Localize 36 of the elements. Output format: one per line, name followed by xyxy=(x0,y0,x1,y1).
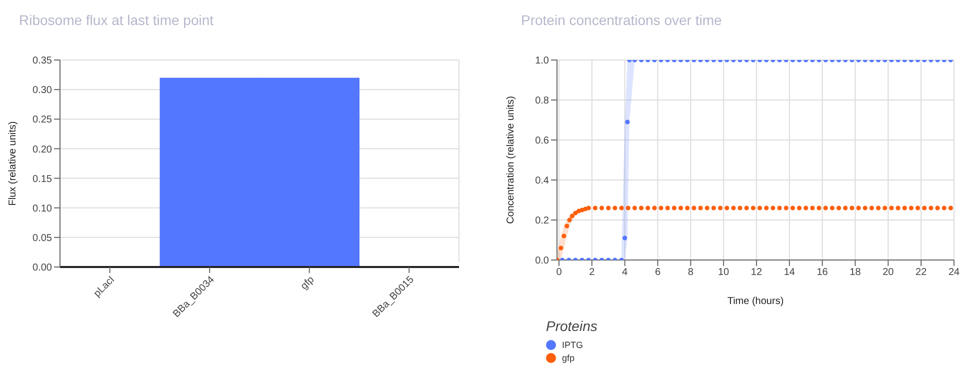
x-axis-title: Time (hours) xyxy=(727,296,784,307)
x-tick-label: 12 xyxy=(750,267,762,278)
y-tick-label: 0.20 xyxy=(32,144,52,156)
x-tick-label: 8 xyxy=(688,267,694,278)
y-tick-label: 0.6 xyxy=(535,136,550,147)
x-tick-label: 14 xyxy=(784,267,796,278)
legend-label: IPTG xyxy=(561,338,584,351)
y-tick-label: 1.0 xyxy=(535,56,550,67)
x-tick-label: 6 xyxy=(654,267,661,278)
x-tick-label: 0 xyxy=(556,267,562,278)
y-tick-label: 0.15 xyxy=(32,174,52,185)
chart-title: Ribosome flux at last time point xyxy=(19,12,214,28)
legend-title: Proteins xyxy=(546,318,598,334)
x-tick-label: 20 xyxy=(882,267,894,278)
x-tick-label: 2 xyxy=(589,267,596,278)
x-tick-label: 24 xyxy=(948,267,960,278)
x-tick-label: 4 xyxy=(622,267,628,278)
y-tick-label: 0.35 xyxy=(32,56,52,67)
x-tick-label: 22 xyxy=(916,267,928,278)
y-tick-label: 0.05 xyxy=(32,232,52,244)
y-tick-label: 0.10 xyxy=(32,203,52,214)
y-tick-label: 0.0 xyxy=(535,256,550,267)
chart-title: Protein concentrations over time xyxy=(521,12,722,28)
y-axis-title: Concentration (relative units) xyxy=(506,96,517,224)
x-tick-label: gfp xyxy=(298,274,317,292)
y-axis-title: Flux (relative units) xyxy=(8,121,19,206)
y-tick-label: 0.8 xyxy=(535,96,550,107)
y-tick-label: 0.25 xyxy=(32,114,52,126)
legend-label: gfp xyxy=(561,352,576,364)
y-tick-label: 0.30 xyxy=(32,85,52,96)
y-tick-label: 0.00 xyxy=(32,262,52,274)
y-tick-label: 0.2 xyxy=(535,216,550,227)
x-tick-label: 10 xyxy=(718,267,730,278)
y-tick-label: 0.4 xyxy=(535,176,550,187)
x-tick-label: 18 xyxy=(850,267,862,278)
x-tick-label: 16 xyxy=(816,267,828,278)
